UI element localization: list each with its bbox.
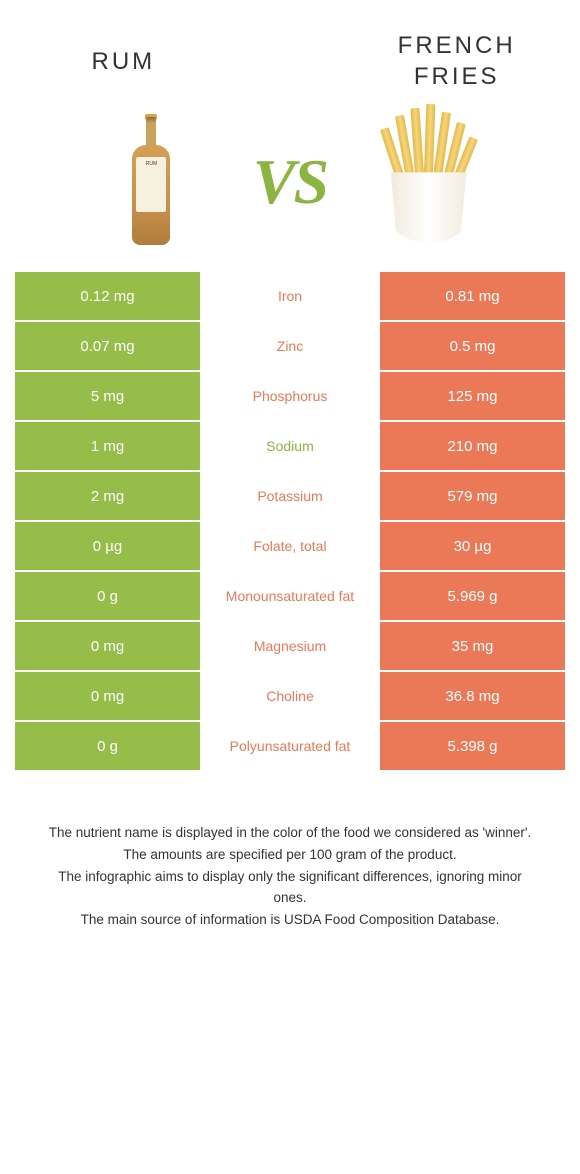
nutrient-name-cell: Iron — [202, 272, 378, 320]
right-value-cell: 35 mg — [380, 622, 565, 670]
right-food-title: French Fries — [373, 30, 540, 92]
right-food-title-col: French Fries — [373, 30, 540, 92]
footer-line-4: The main source of information is USDA F… — [40, 909, 540, 931]
right-value-cell: 5.969 g — [380, 572, 565, 620]
right-value-cell: 36.8 mg — [380, 672, 565, 720]
footer-line-2: The amounts are specified per 100 gram o… — [40, 844, 540, 866]
nutrient-row: 0 gMonounsaturated fat5.969 g — [0, 572, 580, 620]
right-value-cell: 30 µg — [380, 522, 565, 570]
left-food-title-col: Rum — [40, 46, 207, 77]
french-fries-icon — [369, 117, 489, 247]
nutrient-name-cell: Choline — [202, 672, 378, 720]
nutrient-row: 0 µgFolate, total30 µg — [0, 522, 580, 570]
left-value-cell: 0 µg — [15, 522, 200, 570]
nutrient-row: 0 mgCholine36.8 mg — [0, 672, 580, 720]
left-value-cell: 5 mg — [15, 372, 200, 420]
right-food-image — [327, 112, 530, 252]
nutrient-row: 1 mgSodium210 mg — [0, 422, 580, 470]
right-value-cell: 125 mg — [380, 372, 565, 420]
right-value-cell: 210 mg — [380, 422, 565, 470]
nutrient-name-cell: Polyunsaturated fat — [202, 722, 378, 770]
vs-label: VS — [253, 145, 327, 219]
nutrient-name-cell: Phosphorus — [202, 372, 378, 420]
right-value-cell: 5.398 g — [380, 722, 565, 770]
vs-row: RUM VS — [0, 102, 580, 272]
nutrient-row: 0.12 mgIron0.81 mg — [0, 272, 580, 320]
left-value-cell: 1 mg — [15, 422, 200, 470]
left-food-title: Rum — [40, 46, 207, 77]
nutrient-name-cell: Sodium — [202, 422, 378, 470]
right-value-cell: 0.5 mg — [380, 322, 565, 370]
left-value-cell: 0 g — [15, 572, 200, 620]
nutrient-name-cell: Zinc — [202, 322, 378, 370]
right-value-cell: 0.81 mg — [380, 272, 565, 320]
left-value-cell: 0.12 mg — [15, 272, 200, 320]
nutrient-row: 0 gPolyunsaturated fat5.398 g — [0, 722, 580, 770]
nutrient-row: 5 mgPhosphorus125 mg — [0, 372, 580, 420]
nutrient-table: 0.12 mgIron0.81 mg0.07 mgZinc0.5 mg5 mgP… — [0, 272, 580, 770]
footer-line-3: The infographic aims to display only the… — [40, 866, 540, 909]
nutrient-name-cell: Magnesium — [202, 622, 378, 670]
nutrient-row: 0.07 mgZinc0.5 mg — [0, 322, 580, 370]
left-value-cell: 2 mg — [15, 472, 200, 520]
left-value-cell: 0.07 mg — [15, 322, 200, 370]
header: Rum French Fries — [0, 0, 580, 102]
left-value-cell: 0 mg — [15, 672, 200, 720]
nutrient-name-cell: Potassium — [202, 472, 378, 520]
footer-line-1: The nutrient name is displayed in the co… — [40, 822, 540, 844]
bottle-label: RUM — [136, 157, 166, 212]
nutrient-name-cell: Folate, total — [202, 522, 378, 570]
nutrient-name-cell: Monounsaturated fat — [202, 572, 378, 620]
footer-notes: The nutrient name is displayed in the co… — [0, 772, 580, 970]
right-value-cell: 579 mg — [380, 472, 565, 520]
left-value-cell: 0 g — [15, 722, 200, 770]
left-food-image: RUM — [50, 112, 253, 252]
infographic-container: Rum French Fries RUM VS — [0, 0, 580, 970]
nutrient-row: 0 mgMagnesium35 mg — [0, 622, 580, 670]
rum-bottle-icon: RUM — [131, 117, 171, 247]
nutrient-row: 2 mgPotassium579 mg — [0, 472, 580, 520]
left-value-cell: 0 mg — [15, 622, 200, 670]
